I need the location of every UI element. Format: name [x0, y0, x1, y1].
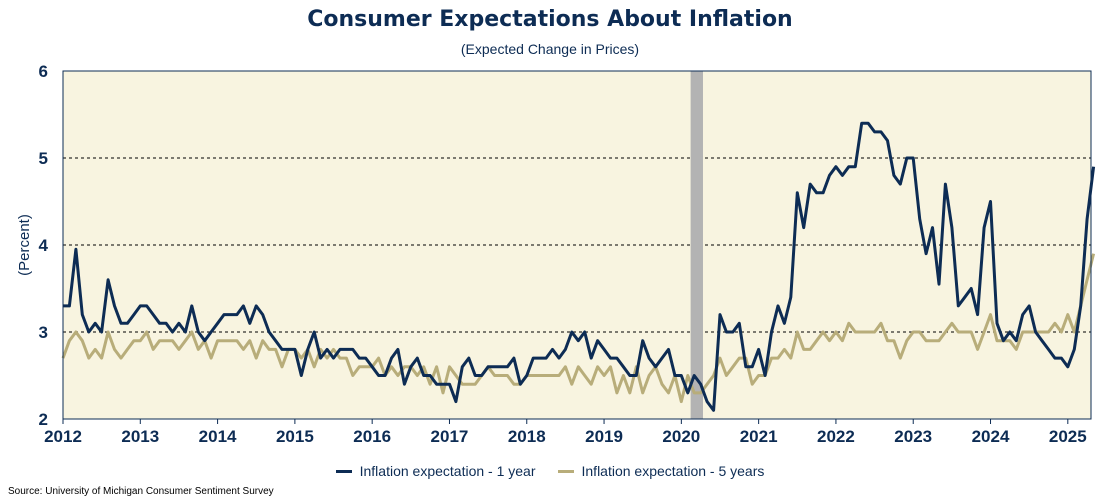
y-axis-label: (Percent): [16, 214, 33, 276]
chart-title: Consumer Expectations About Inflation: [307, 7, 793, 32]
x-tick-label: 2014: [199, 427, 237, 446]
legend-label-1yr: Inflation expectation - 1 year: [359, 463, 536, 479]
x-tick-label: 2022: [817, 427, 855, 446]
y-tick-label: 6: [39, 62, 48, 81]
legend-label-5yr: Inflation expectation - 5 years: [581, 463, 765, 479]
x-tick-label: 2025: [1049, 427, 1087, 446]
recession-shading: [690, 71, 703, 419]
x-tick-label: 2017: [431, 427, 469, 446]
x-tick-label: 2021: [740, 427, 778, 446]
x-tick-label: 2013: [121, 427, 159, 446]
x-tick-label: 2024: [972, 427, 1010, 446]
y-axis-ticks: 2 3 4 5 6: [39, 62, 49, 429]
legend-swatch-5yr: [557, 469, 574, 473]
legend-item-5yr: Inflation expectation - 5 years: [557, 463, 765, 479]
x-tick-label: 2023: [894, 427, 932, 446]
y-tick-label: 2: [39, 410, 48, 429]
source-note: Source: University of Michigan Consumer …: [8, 486, 274, 497]
y-tick-label: 4: [39, 236, 49, 255]
x-axis-ticks: 2012 2013 2014 2015 2016 2017 2018 2019 2020 2021…: [44, 419, 1087, 446]
x-tick-label: 2015: [276, 427, 314, 446]
series-line-1yr: [63, 121, 1096, 412]
series-lines: [61, 121, 1096, 412]
plot-background: [63, 71, 1091, 419]
legend-item-1yr: Inflation expectation - 1 year: [335, 463, 536, 479]
plot-border: [62, 70, 1092, 420]
legend-swatch-1yr: [335, 469, 352, 473]
x-tick-label: 2019: [585, 427, 623, 446]
x-tick-label: 2016: [353, 427, 391, 446]
y-tick-label: 3: [39, 323, 48, 342]
x-tick-label: 2020: [662, 427, 700, 446]
x-tick-label: 2018: [508, 427, 546, 446]
series-line-5yr: [61, 253, 1096, 404]
y-tick-label: 5: [39, 149, 48, 168]
chart-subtitle: (Expected Change in Prices): [460, 41, 640, 57]
legend: Inflation expectation - 1 year Inflation…: [0, 463, 1100, 479]
x-tick-label: 2012: [44, 427, 82, 446]
